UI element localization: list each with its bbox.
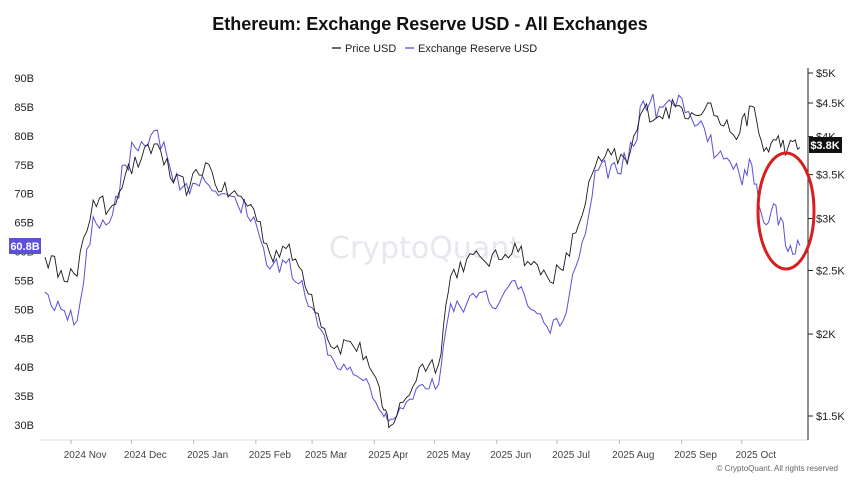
current-reserve-label: 60.8B xyxy=(10,241,39,253)
x-axis-tick-label: 2025 Sep xyxy=(674,450,717,461)
current-price-badge-bg xyxy=(809,137,842,153)
right-axis-tick-label: $2.5K xyxy=(816,265,845,277)
left-axis-tick-label: 70B xyxy=(14,189,34,201)
chart-title: Ethereum: Exchange Reserve USD - All Exc… xyxy=(212,14,648,34)
left-axis-ticks: 30B35B40B45B50B55B60B65B70B75B80B85B90B xyxy=(14,73,34,432)
left-axis-tick-label: 35B xyxy=(14,391,34,403)
x-axis-tick-label: 2025 Jan xyxy=(187,450,228,461)
x-axis-tick-label: 2024 Dec xyxy=(124,450,167,461)
highlight-ellipse xyxy=(756,151,816,271)
left-axis-tick-label: 80B xyxy=(14,131,34,143)
right-axis-ticks: $1.5K$2K$2.5K$3K$3.5K$4K$4.5K$5K xyxy=(808,68,845,423)
legend: Price USD Exchange Reserve USD xyxy=(332,43,537,55)
x-axis-tick-label: 2025 Apr xyxy=(368,450,409,461)
x-axis-tick-label: 2025 Jul xyxy=(552,450,590,461)
x-axis-tick-label: 2025 Oct xyxy=(735,450,776,461)
current-reserve-badge-bg xyxy=(9,238,41,254)
left-axis-tick-label: 55B xyxy=(14,275,34,287)
left-axis-tick-label: 30B xyxy=(14,420,34,432)
series-line-price xyxy=(44,98,801,429)
left-axis-tick-label: 40B xyxy=(14,362,34,374)
right-axis-tick-label: $2K xyxy=(816,329,836,341)
right-axis-tick-label: $1.5K xyxy=(816,411,845,423)
copyright-text: © CryptoQuant. All rights reserved xyxy=(717,464,839,473)
left-axis-tick-label: 85B xyxy=(14,102,34,114)
x-axis-tick-label: 2025 Mar xyxy=(305,450,348,461)
right-axis-tick-label: $3K xyxy=(816,214,836,226)
left-axis-tick-label: 45B xyxy=(14,333,34,345)
x-axis-tick-label: 2025 Feb xyxy=(249,450,292,461)
current-price-label: $3.8K xyxy=(810,140,839,152)
right-axis-tick-label: $3.5K xyxy=(816,170,845,182)
legend-label-reserve: Exchange Reserve USD xyxy=(418,43,537,55)
x-axis-tick-label: 2024 Nov xyxy=(64,450,107,461)
x-axis-ticks: 2024 Nov 2024 Dec 2025 Jan 2025 Feb 2025 Mar… xyxy=(64,440,776,461)
x-axis-tick-label: 2025 May xyxy=(427,450,471,461)
current-reserve-badge: 60.8B xyxy=(9,238,41,254)
left-axis-tick-label: 90B xyxy=(14,73,34,85)
watermark: CryptoQuant xyxy=(329,231,521,266)
left-axis-tick-label: 75B xyxy=(14,160,34,172)
x-axis-tick-label: 2025 Aug xyxy=(612,450,654,461)
right-axis-tick-label: $4.5K xyxy=(816,98,845,110)
right-axis-tick-label: $5K xyxy=(816,68,836,80)
x-axis-tick-label: 2025 Jun xyxy=(490,450,531,461)
left-axis-tick-label: 65B xyxy=(14,218,34,230)
legend-label-price: Price USD xyxy=(345,43,396,55)
current-price-badge: $3.8K xyxy=(809,137,842,153)
left-axis-tick-label: 50B xyxy=(14,304,34,316)
